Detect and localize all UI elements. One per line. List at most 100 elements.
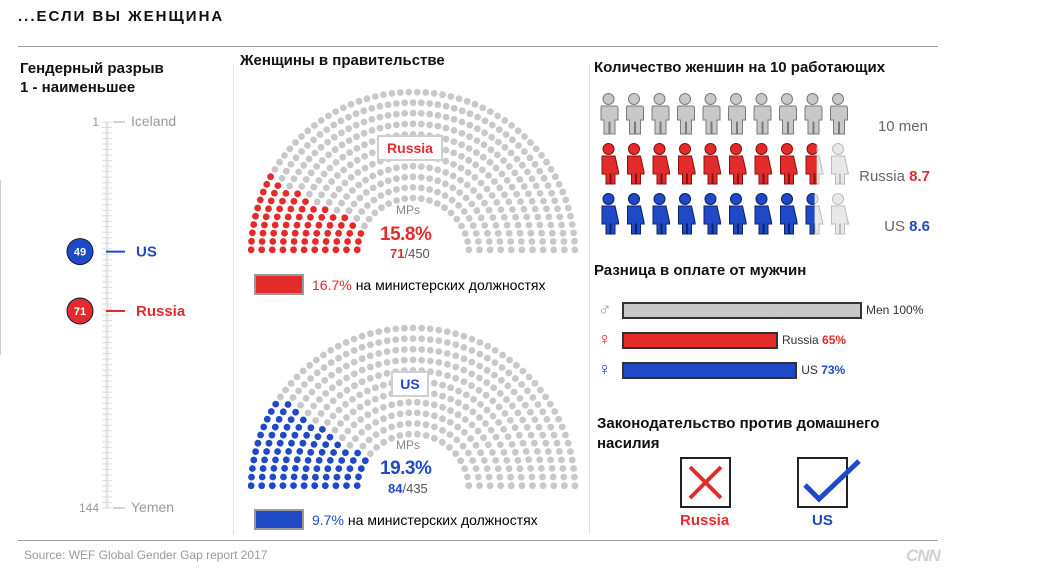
seat-men <box>380 415 387 423</box>
seat-men <box>409 162 417 170</box>
seat-men <box>501 410 509 417</box>
seat-women <box>354 449 361 457</box>
seat-women <box>271 221 279 229</box>
russia-rank-label: Russia <box>136 303 186 320</box>
seat-men <box>452 352 460 360</box>
seat-men <box>293 373 301 381</box>
russia-cabinet-swatch <box>254 274 304 295</box>
seat-men <box>522 401 529 409</box>
seat-women <box>307 448 315 456</box>
woman-figure <box>729 143 748 185</box>
seat-men <box>468 335 476 343</box>
gender-gap-scale: 1 Iceland 144 Yemen 49 US 71 Russia <box>60 112 230 522</box>
us-count-label: US 8.6 <box>840 218 930 235</box>
seat-men <box>503 221 511 229</box>
us-mps-label: MPs <box>396 438 420 452</box>
seat-men <box>346 161 354 169</box>
seat-men <box>488 121 496 129</box>
seat-men <box>320 170 328 178</box>
seat-men <box>298 133 305 140</box>
seat-men <box>320 364 328 371</box>
seat-women <box>357 465 365 472</box>
seat-men <box>460 366 468 374</box>
seat-women <box>268 246 276 254</box>
seat-men <box>310 136 317 144</box>
seat-men <box>332 108 340 115</box>
seat-women <box>298 205 306 213</box>
seat-men <box>442 146 450 154</box>
seat-men <box>465 214 473 222</box>
seat-men <box>310 402 317 410</box>
seat-men <box>317 117 325 124</box>
seat-men <box>352 435 359 442</box>
seat-men <box>343 362 350 370</box>
seat-men <box>512 375 519 382</box>
seat-men <box>392 357 399 365</box>
seat-men <box>455 399 462 407</box>
seat-men <box>312 417 320 424</box>
seat-men <box>306 190 313 198</box>
seat-men <box>476 350 484 358</box>
seat-men <box>531 439 538 447</box>
russia-pay-bar <box>622 332 778 349</box>
seat-men <box>543 205 550 213</box>
seat-men <box>376 124 384 132</box>
seat-women <box>326 433 334 441</box>
seat-men <box>476 339 484 346</box>
seat-men <box>498 170 506 178</box>
seat-women <box>318 213 326 221</box>
seat-men <box>388 90 396 97</box>
seat-men <box>380 403 387 411</box>
seat-men <box>364 387 371 395</box>
seat-men <box>514 127 522 135</box>
seat-men <box>435 348 443 355</box>
seat-men <box>461 416 469 423</box>
seat-women <box>269 238 277 245</box>
seat-men <box>430 390 438 398</box>
page-title: ...ЕСЛИ ВЫ ЖЕНЩИНА <box>18 8 225 25</box>
seat-men <box>524 168 531 176</box>
seat-men <box>304 127 312 135</box>
seat-men <box>409 99 417 106</box>
russia-mps-women: 71 <box>390 246 405 261</box>
seat-men <box>324 138 331 146</box>
seat-men <box>570 465 577 472</box>
seat-men <box>458 107 466 115</box>
seat-women <box>265 205 272 213</box>
seat-men <box>513 190 520 198</box>
seat-men <box>339 153 347 161</box>
seat-men <box>349 396 356 403</box>
seat-men <box>298 183 306 190</box>
seat-men <box>328 384 336 392</box>
seat-men <box>368 138 376 145</box>
seat-men <box>311 149 319 157</box>
seat-women <box>346 465 354 472</box>
seat-men <box>534 213 542 221</box>
seat-men <box>552 173 559 181</box>
seat-men <box>350 358 358 366</box>
seat-women <box>349 457 357 464</box>
seat-men <box>366 352 374 360</box>
seat-men <box>313 163 320 170</box>
seat-men <box>431 423 438 431</box>
russia-pay-label: Russia 65% <box>782 333 847 347</box>
seat-men <box>375 339 383 346</box>
men-count-label: 10 men <box>860 118 928 135</box>
seat-women <box>332 482 340 490</box>
seat-men <box>517 473 525 481</box>
seat-men <box>383 326 391 334</box>
seat-women <box>271 189 278 197</box>
seat-men <box>485 238 493 245</box>
seat-women <box>321 482 329 490</box>
seat-women <box>290 473 298 481</box>
seat-men <box>376 102 384 110</box>
seat-men <box>509 136 516 144</box>
seat-women <box>284 213 292 221</box>
seat-men <box>444 372 451 379</box>
seat-women <box>252 448 259 455</box>
seat-men <box>516 465 524 473</box>
seat-men <box>396 421 404 429</box>
seat-women <box>329 214 337 221</box>
seat-women <box>283 423 291 431</box>
seat-men <box>373 444 380 451</box>
